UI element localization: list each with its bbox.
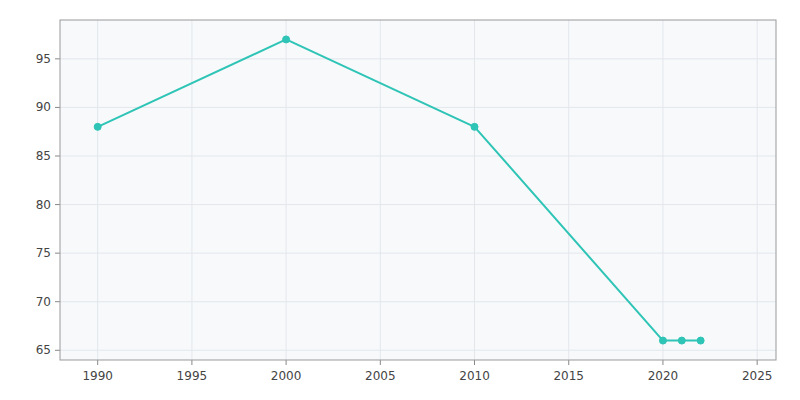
grid xyxy=(60,20,776,360)
y-tick xyxy=(55,107,60,108)
y-grid-line xyxy=(60,156,776,157)
y-tick xyxy=(55,253,60,254)
y-tick xyxy=(55,156,60,157)
x-grid-line xyxy=(97,20,98,360)
x-grid-line xyxy=(757,20,758,360)
point xyxy=(659,337,666,344)
y-tick xyxy=(55,58,60,59)
plot-background xyxy=(60,20,776,360)
point xyxy=(697,337,704,344)
y-grid-line xyxy=(60,301,776,302)
x-tick-label: 2015 xyxy=(553,369,584,383)
axes: 1990 1995 2000 2005 2010 2015 2020 2025 65 70 75 80… xyxy=(36,52,773,383)
line xyxy=(98,39,701,340)
y-grid-line xyxy=(60,58,776,59)
data-layer xyxy=(94,36,704,344)
plot-frame xyxy=(60,20,776,360)
y-tick xyxy=(55,350,60,351)
x-grid-line xyxy=(286,20,287,360)
x-tick xyxy=(380,360,381,365)
x-tick-label: 1995 xyxy=(177,369,208,383)
point xyxy=(678,337,685,344)
point xyxy=(471,123,478,130)
x-grid-line xyxy=(568,20,569,360)
x-grid-line xyxy=(380,20,381,360)
y-tick-label: 95 xyxy=(36,52,51,66)
x-tick-label: 2025 xyxy=(742,369,773,383)
point xyxy=(94,123,101,130)
x-tick-label: 2005 xyxy=(365,369,396,383)
y-tick-label: 65 xyxy=(36,343,51,357)
x-tick-label: 2010 xyxy=(459,369,490,383)
y-grid-line xyxy=(60,204,776,205)
x-tick xyxy=(568,360,569,365)
x-tick xyxy=(286,360,287,365)
x-tick-label: 2020 xyxy=(648,369,679,383)
y-grid-line xyxy=(60,107,776,108)
x-grid-line xyxy=(191,20,192,360)
y-tick-label: 80 xyxy=(36,198,51,212)
y-tick-label: 85 xyxy=(36,149,51,163)
x-tick xyxy=(662,360,663,365)
y-tick-label: 90 xyxy=(36,100,51,114)
y-grid-line xyxy=(60,350,776,351)
x-grid-line xyxy=(662,20,663,360)
y-tick xyxy=(55,204,60,205)
chart-container: 1990 1995 2000 2005 2010 2015 2020 2025 65 70 75 80… xyxy=(0,0,800,400)
x-tick-label: 1990 xyxy=(82,369,113,383)
x-tick xyxy=(191,360,192,365)
y-tick-label: 70 xyxy=(36,295,51,309)
y-tick-label: 75 xyxy=(36,246,51,260)
x-tick xyxy=(757,360,758,365)
x-tick xyxy=(97,360,98,365)
chart-svg: 1990 1995 2000 2005 2010 2015 2020 2025 65 70 75 80… xyxy=(0,0,800,400)
y-grid-line xyxy=(60,253,776,254)
y-tick xyxy=(55,301,60,302)
point xyxy=(283,36,290,43)
x-tick-label: 2000 xyxy=(271,369,302,383)
x-tick xyxy=(474,360,475,365)
x-grid-line xyxy=(474,20,475,360)
